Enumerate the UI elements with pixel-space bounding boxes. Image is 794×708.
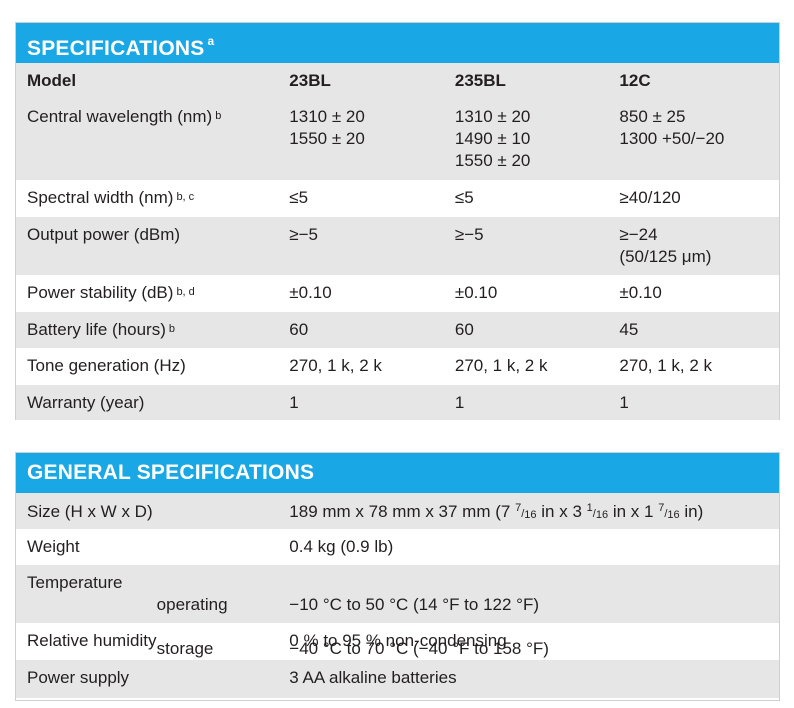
specifications-header: SPECIFICATIONS a xyxy=(16,23,779,63)
operating-label: operating xyxy=(156,595,228,614)
spec-value-23bl: 1310 ± 20 1550 ± 20 xyxy=(289,107,365,148)
specifications-panel: SPECIFICATIONS a Model 23BL 235BL 12C Cen… xyxy=(15,22,780,420)
storage-label: storage xyxy=(156,639,214,658)
spec-label: Output power (dBm) xyxy=(27,225,181,244)
humidity-value: 0 % to 95 % non-condensing xyxy=(289,631,507,650)
spec-value-23bl: 60 xyxy=(289,320,309,339)
spec-value-235bl: 1 xyxy=(454,393,465,412)
general-specifications-panel: GENERAL SPECIFICATIONS Size (H x W x D) … xyxy=(15,452,780,701)
spec-row-spectral-width: Spectral width (nm) b, c ≤5 ≤5 ≥40/120 xyxy=(16,180,779,217)
weight-value: 0.4 kg (0.9 lb) xyxy=(289,537,394,556)
storage-value: −40 °C to 70 °C (−40 °F to 158 °F) xyxy=(289,639,549,658)
spec-value-23bl: ±0.10 xyxy=(289,283,332,302)
size-value: 189 mm x 78 mm x 37 mm (7 7/16 in x 3 1/… xyxy=(289,502,704,521)
spec-row-central-wavelength: Central wavelength (nm) b 1310 ± 20 1550 … xyxy=(16,99,779,180)
spec-value-235bl: ±0.10 xyxy=(454,283,498,302)
spec-value-12c: ≥−24 (50/125 μm) xyxy=(619,225,712,266)
spec-label: Power stability (dB) b, d xyxy=(27,283,195,302)
specs-header-row: Model 23BL 235BL 12C xyxy=(16,63,779,99)
general-row-weight: Weight 0.4 kg (0.9 lb) xyxy=(16,529,779,565)
spec-label: Battery life (hours) b xyxy=(27,320,176,339)
spec-value-12c: 45 xyxy=(619,320,639,339)
temperature-label: Temperature xyxy=(27,573,123,592)
spec-label: Spectral width (nm) b, c xyxy=(27,188,195,207)
spec-label: Central wavelength (nm) b xyxy=(27,107,222,126)
specifications-title-footnote: a xyxy=(207,34,215,48)
col-header-12c: 12C xyxy=(619,71,651,90)
size-label: Size (H x W x D) xyxy=(27,502,153,521)
spec-value-23bl: ≥−5 xyxy=(289,225,319,244)
specifications-title: SPECIFICATIONS xyxy=(27,37,205,60)
spec-value-12c: 270, 1 k, 2 k xyxy=(619,356,713,375)
spec-value-12c: ±0.10 xyxy=(619,283,662,302)
general-row-humidity: Relative humidity 0 % to 95 % non-conden… xyxy=(16,623,779,660)
power-supply-label: Power supply xyxy=(27,668,130,687)
col-header-23bl: 23BL xyxy=(289,71,331,90)
general-specifications-header: GENERAL SPECIFICATIONS xyxy=(16,453,779,493)
spec-value-12c: 850 ± 25 1300 +50/−20 xyxy=(619,107,725,148)
general-row-power-supply: Power supply 3 AA alkaline batteries xyxy=(16,660,779,698)
spec-value-12c: ≥40/120 xyxy=(619,188,681,207)
general-row-temperature: Temperature operating storage −10 °C to … xyxy=(16,565,779,658)
spec-row-power-stability: Power stability (dB) b, d ±0.10 ±0.10 ±0.… xyxy=(16,275,779,312)
spec-row-tone-generation: Tone generation (Hz) 270, 1 k, 2 k 270, … xyxy=(16,348,779,385)
spec-value-12c: 1 xyxy=(619,393,629,412)
spec-value-235bl: 60 xyxy=(454,320,474,339)
spec-value-23bl: 270, 1 k, 2 k xyxy=(289,356,382,375)
temperature-values: −10 °C to 50 °C (14 °F to 122 °F) −40 °C… xyxy=(289,572,779,658)
col-header-model: Model xyxy=(27,71,77,90)
spec-value-23bl: ≤5 xyxy=(289,188,309,207)
general-specifications-title: GENERAL SPECIFICATIONS xyxy=(27,461,315,484)
spec-value-235bl: 270, 1 k, 2 k xyxy=(454,356,548,375)
spec-value-23bl: 1 xyxy=(289,393,299,412)
general-row-size: Size (H x W x D) 189 mm x 78 mm x 37 mm … xyxy=(16,493,779,529)
power-supply-value: 3 AA alkaline batteries xyxy=(289,668,457,687)
spec-label: Warranty (year) xyxy=(27,393,145,412)
spec-value-235bl: ≤5 xyxy=(454,188,474,207)
spec-row-output-power: Output power (dBm) ≥−5 ≥−5 ≥−24 (50/125 … xyxy=(16,217,779,275)
spec-label: Tone generation (Hz) xyxy=(27,356,186,375)
weight-label: Weight xyxy=(27,537,80,556)
operating-value: −10 °C to 50 °C (14 °F to 122 °F) xyxy=(289,595,540,614)
col-header-235bl: 235BL xyxy=(454,71,506,90)
spec-value-235bl: ≥−5 xyxy=(454,225,484,244)
temperature-modes: operating storage xyxy=(156,572,290,658)
humidity-label: Relative humidity xyxy=(27,631,157,650)
spec-row-warranty: Warranty (year) 1 1 1 xyxy=(16,385,779,420)
spec-value-235bl: 1310 ± 20 1490 ± 10 1550 ± 20 xyxy=(454,107,531,170)
spec-row-battery-life: Battery life (hours) b 60 60 45 xyxy=(16,312,779,348)
